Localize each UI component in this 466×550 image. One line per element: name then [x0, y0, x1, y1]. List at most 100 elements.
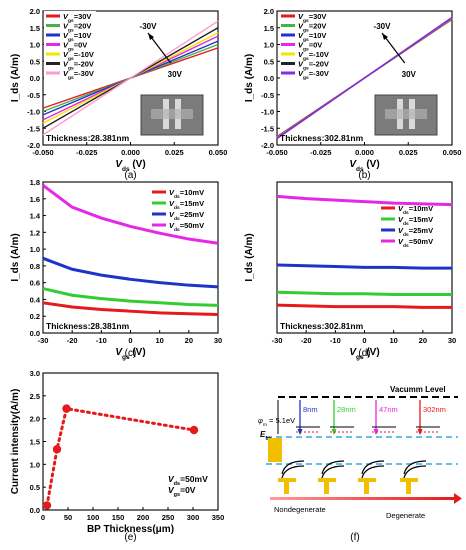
x-tick-label: 0 — [362, 336, 366, 345]
x-tick-label: -30 — [272, 336, 283, 345]
x-tick-label: -30 — [38, 336, 49, 345]
condition-label: Vds=50mV — [168, 474, 208, 487]
x-tick-label: 0.025 — [399, 148, 418, 157]
nondegenerate-label: Nondegenerate — [274, 505, 326, 514]
contact-pad — [400, 478, 418, 482]
y-tick-label: -2.0 — [27, 141, 40, 150]
panel-caption: (a) — [124, 170, 136, 181]
y-tick-label: 2.0 — [30, 415, 40, 424]
panel-caption: (b) — [358, 170, 370, 181]
thickness-label: 302nm — [423, 405, 446, 414]
contact-stem — [284, 482, 289, 494]
y-tick-label: 0.8 — [30, 262, 40, 271]
chart-panel-c: -30 -20 -10 0 10 20 30 0.0 0.2 0.4 0.6 0.8 1.0 1.2 1.4… — [10, 178, 222, 361]
legend-label: Vgs=30V — [63, 12, 91, 24]
legend-label: Vgs=-10V — [298, 50, 329, 62]
series-line — [276, 263, 452, 270]
y-tick-label: 0.5 — [30, 57, 40, 66]
y-tick-label: 0.0 — [30, 74, 40, 83]
contact-pad — [318, 478, 336, 482]
panel-caption: (f) — [350, 532, 359, 543]
y-tick-label: -0.5 — [261, 91, 274, 100]
legend-label: Vds=10mV — [169, 188, 204, 200]
condition-label: Vgs=0V — [168, 485, 196, 498]
y-tick-label: 2.0 — [264, 7, 274, 16]
legend-label: Vgs=10V — [63, 31, 91, 43]
y-axis-label: I_ds (A/m) — [244, 54, 255, 102]
x-tick-label: 300 — [187, 513, 200, 522]
legend-label: Vgs=-20V — [298, 60, 329, 72]
series-line — [42, 20, 219, 136]
y-tick-label: 1.2 — [30, 228, 40, 237]
x-tick-label: 50 — [64, 513, 72, 522]
contact-pad — [358, 478, 376, 482]
panel-caption: (d) — [358, 348, 370, 359]
y-tick-label: 3.0 — [30, 369, 40, 378]
legend-label: Vgs=-30V — [298, 69, 329, 81]
x-tick-label: 10 — [155, 336, 163, 345]
arrow-label-start: -30V — [374, 22, 392, 31]
metal-block — [268, 438, 282, 462]
legend-label: Vds=15mV — [169, 199, 204, 211]
contact-pad — [278, 478, 296, 482]
legend-label: Vgs=-30V — [63, 69, 94, 81]
y-tick-label: 2.0 — [30, 7, 40, 16]
work-function-label: φm = 5.1eV — [258, 416, 295, 428]
trend-arrow-bar — [270, 497, 454, 500]
y-axis-label: I_ds (A/m) — [10, 54, 21, 102]
x-tick-label: 0 — [41, 513, 45, 522]
band-bend-curve — [281, 465, 305, 479]
arrow-head-icon — [382, 33, 388, 40]
series-line — [276, 194, 453, 207]
x-tick-label: 100 — [87, 513, 100, 522]
legend-label: Vds=15mV — [398, 215, 433, 227]
legend-label: Vgs=-20V — [63, 60, 94, 72]
vacuum-level-label: Vacumm Level — [390, 385, 446, 394]
thickness-annotation: Thickness:28.381nm — [46, 321, 130, 331]
band-bend-curve — [403, 460, 427, 475]
x-tick-label: 0.050 — [443, 148, 462, 157]
x-axis-label: Vgs (V) — [349, 347, 379, 361]
data-point — [42, 501, 52, 510]
legend-label: Vgs=10V — [298, 31, 326, 43]
sem-flake — [151, 109, 193, 119]
contact-stem — [406, 482, 411, 494]
panel-caption: (c) — [125, 348, 137, 359]
x-tick-label: 0.025 — [165, 148, 184, 157]
x-tick-label: 0 — [128, 336, 132, 345]
x-tick-label: 20 — [185, 336, 193, 345]
x-tick-label: 20 — [419, 336, 427, 345]
series-line — [42, 301, 219, 317]
legend-label: Vds=10mV — [398, 204, 433, 216]
y-tick-label: 1.6 — [30, 195, 40, 204]
y-tick-label: 0.2 — [30, 312, 40, 321]
y-tick-label: -2.0 — [261, 141, 274, 150]
x-tick-label: 250 — [162, 513, 175, 522]
chart-panel-b: -0.050 -0.025 0.000 0.025 0.050 -2.0 -1.5 -1.0 -… — [244, 7, 461, 181]
degenerate-label: Degenerate — [386, 511, 425, 520]
y-tick-label: 1.5 — [30, 24, 40, 33]
band-bend-curve — [321, 460, 345, 475]
panel-caption: (e) — [124, 532, 136, 543]
legend-label: Vgs=0V — [298, 41, 322, 53]
chart-panel-a: -0.050 -0.025 0.000 0.025 0.050 -2.0 -1.5 -1.0 -… — [10, 7, 227, 181]
series-line — [42, 184, 219, 245]
y-tick-label: 0.5 — [30, 483, 40, 492]
x-tick-label: -10 — [330, 336, 341, 345]
chart-panel-d: -30 -20 -10 0 10 20 30 Vgs (V) I_ds (A/m) (d) Vds=… — [244, 181, 456, 361]
arrow-head-icon — [148, 33, 154, 40]
x-tick-label: -20 — [67, 336, 78, 345]
x-tick-label: -10 — [96, 336, 107, 345]
legend-label: Vgs=-10V — [63, 50, 94, 62]
x-tick-label: 150 — [112, 513, 125, 522]
contact-stem — [324, 482, 329, 494]
arrow-label-start: -30V — [140, 22, 158, 31]
band-bend-curve — [361, 465, 385, 479]
sem-flake — [385, 109, 427, 119]
legend-label: Vgs=20V — [63, 22, 91, 34]
y-axis-label: I_ds (A/m) — [244, 233, 255, 281]
thickness-annotation: Thickness:302.81nm — [280, 133, 364, 143]
x-axis-label: Vgs (V) — [115, 347, 145, 361]
x-tick-label: -0.025 — [76, 148, 97, 157]
legend-label: Vds=25mV — [398, 226, 433, 238]
